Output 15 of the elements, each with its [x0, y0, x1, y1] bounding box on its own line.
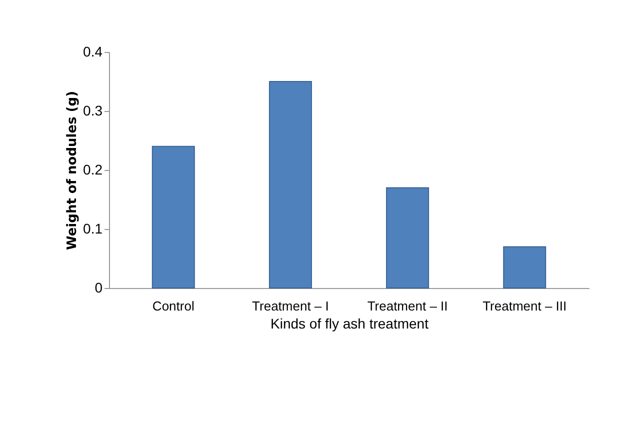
y-tick-label: 0.1 — [83, 220, 103, 236]
bar — [268, 81, 312, 288]
x-tick-label: Treatment – I — [252, 298, 329, 314]
y-tick-label: 0 — [94, 280, 103, 296]
bar — [503, 246, 546, 288]
y-tick-label: 0.3 — [83, 102, 103, 118]
x-tick-label: Treatment – III — [482, 298, 567, 314]
bar — [386, 187, 430, 288]
y-tick-label: 0.4 — [83, 44, 103, 60]
y-axis-title: Weight of nodules (g) — [65, 90, 80, 250]
bar — [152, 146, 195, 288]
x-tick-label: Treatment – II — [367, 298, 448, 314]
x-axis-title: Kinds of fly ash treatment — [270, 316, 429, 332]
y-tick-label: 0.2 — [83, 162, 103, 178]
x-tick-label: Control — [152, 298, 194, 314]
